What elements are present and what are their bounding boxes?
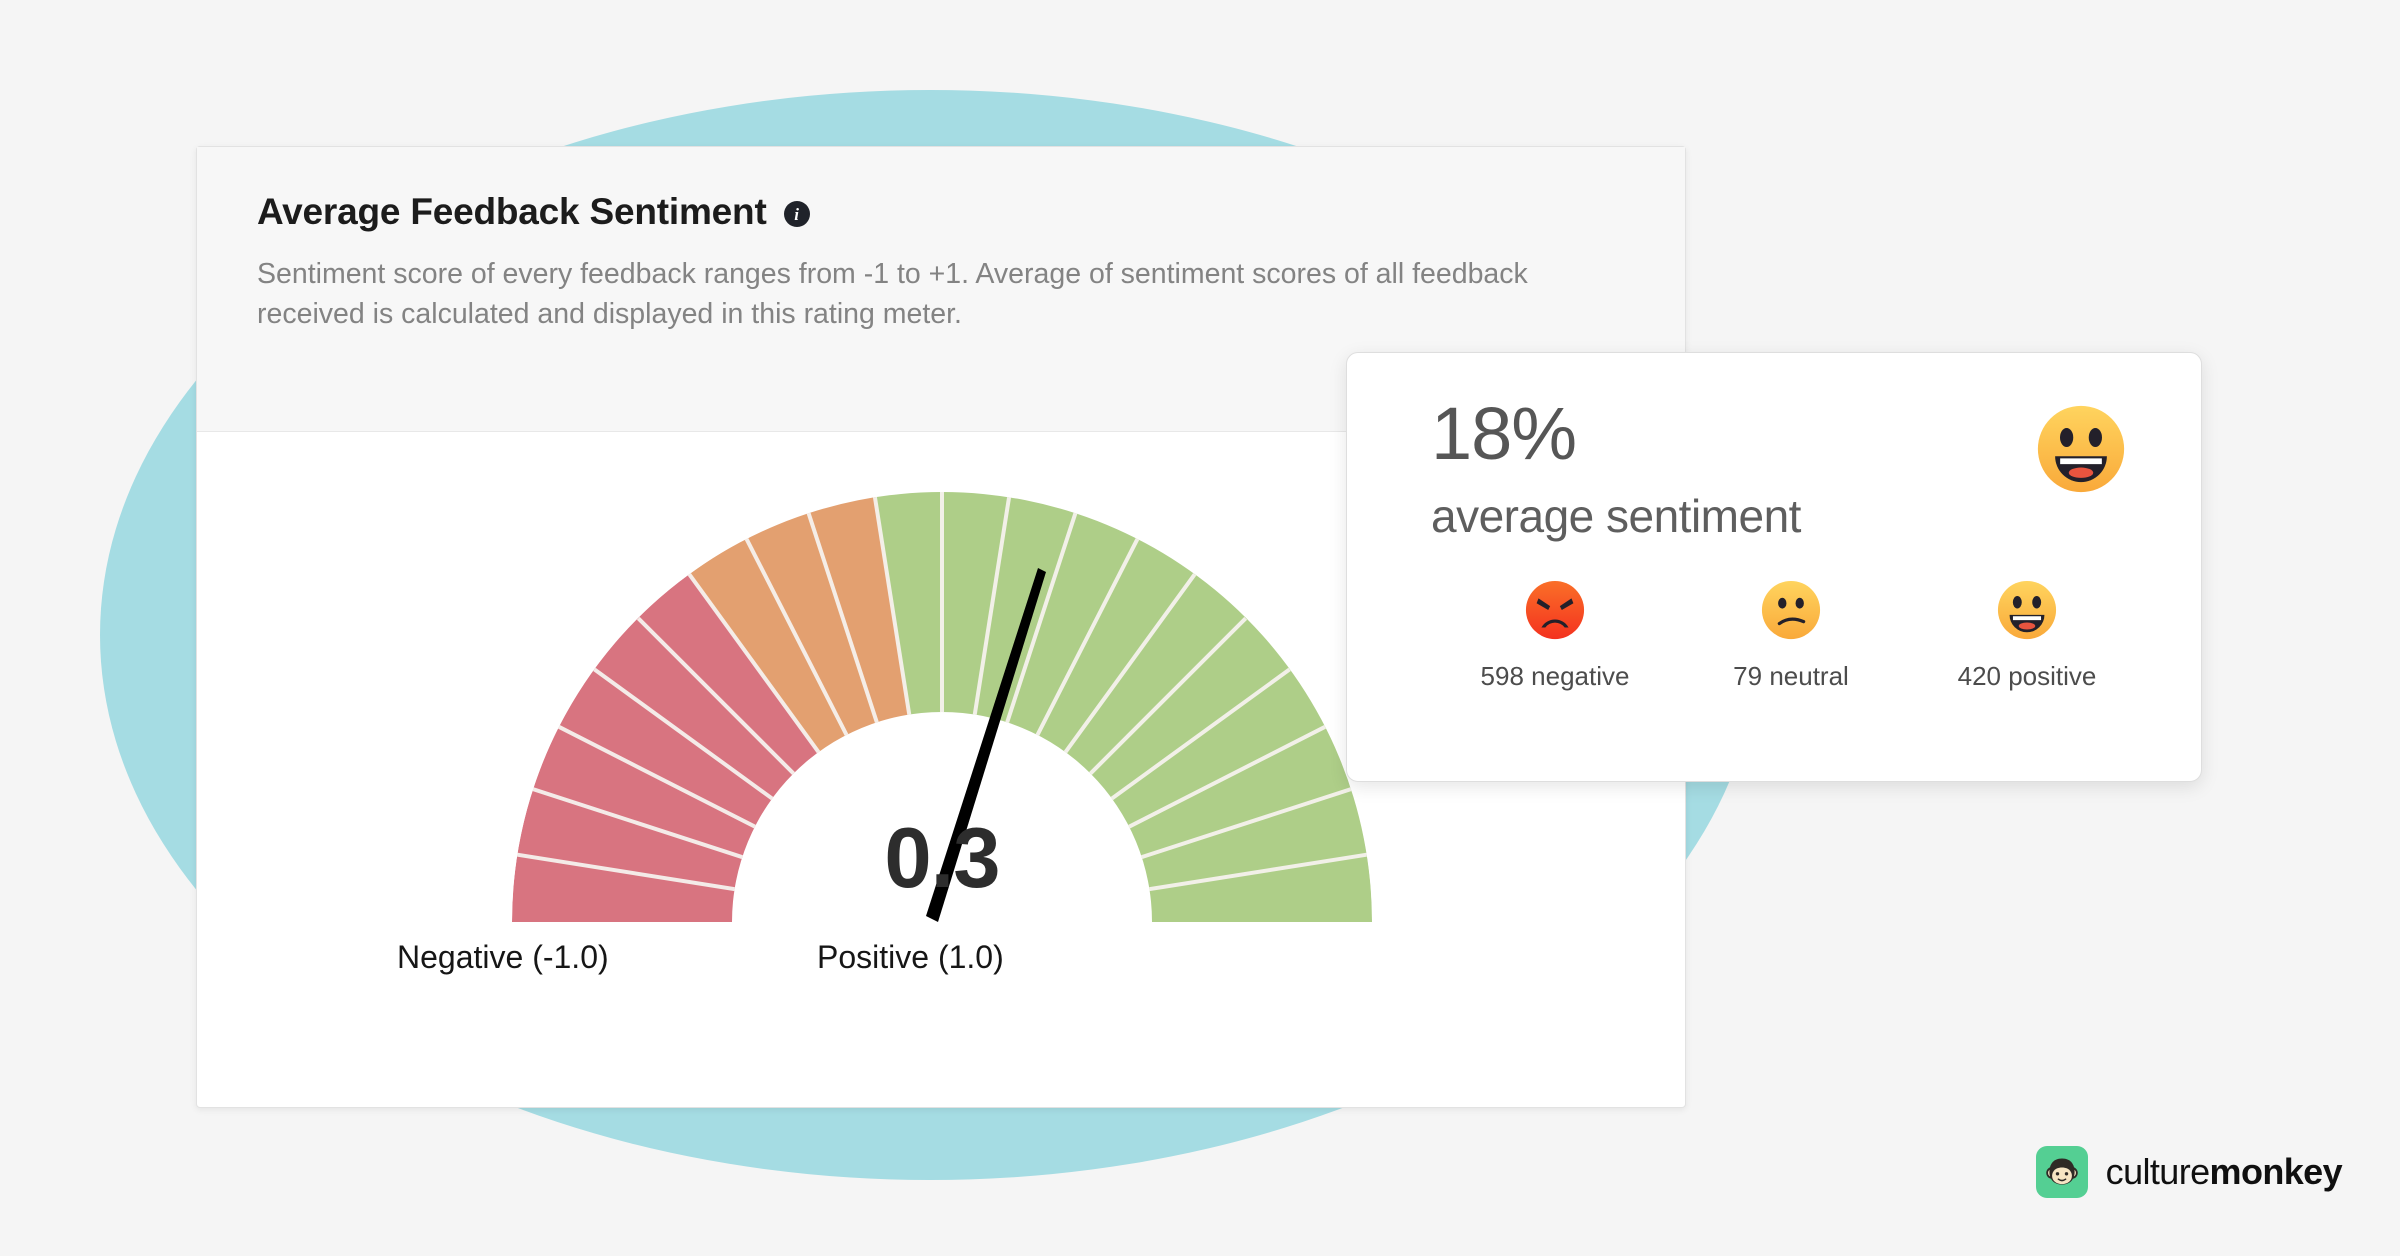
gauge-max-label: Positive (1.0) xyxy=(817,939,1004,975)
tooltip-top-row: 18% average sentiment xyxy=(1431,397,2145,543)
logo-wordmark: culturemonkey xyxy=(2105,1151,2343,1193)
tooltip-text-block: 18% average sentiment xyxy=(1431,397,1801,543)
card-description: Sentiment score of every feedback ranges… xyxy=(257,258,1528,330)
gauge-needle xyxy=(926,568,1046,922)
gauge-ticks xyxy=(516,492,1368,924)
info-icon[interactable]: i xyxy=(783,201,810,227)
logo-text-light: culture xyxy=(2105,1151,2210,1192)
culturemonkey-logo: culturemonkey xyxy=(2035,1146,2343,1198)
angry-face-emoji xyxy=(1525,580,1585,640)
stat-negative-label: 598 negative xyxy=(1480,661,1630,691)
frowning-face-emoji xyxy=(1761,580,1821,640)
sentiment-breakdown: 598 negative 79 neutral xyxy=(1431,579,2145,692)
gauge-svg xyxy=(512,490,1373,924)
stat-positive-label: 420 positive xyxy=(1957,661,2097,691)
gauge-band-negative xyxy=(512,574,942,922)
stat-positive[interactable]: 420 positive xyxy=(1909,579,2145,692)
stat-neutral[interactable]: 79 neutral xyxy=(1673,579,1909,692)
monkey-face-icon xyxy=(2035,1146,2088,1198)
page-title: Average Feedback Sentiment xyxy=(257,191,767,232)
gauge-chart: 0.3 Negative (-1.0) Positive (1.0) xyxy=(197,452,1687,1012)
gauge-band-neutral xyxy=(689,495,942,922)
average-sentiment-percent: 18% xyxy=(1431,392,1577,475)
sentiment-summary-tooltip: 18% average sentiment xyxy=(1346,352,2202,782)
grinning-face-emoji xyxy=(2037,405,2125,493)
gauge-value: 0.3 xyxy=(884,811,1000,906)
card-body: 0.3 Negative (-1.0) Positive (1.0) xyxy=(197,432,1685,1108)
card-title-row: Average Feedback Sentiment i xyxy=(257,191,1625,233)
grinning-face-emoji xyxy=(1997,580,2057,640)
logo-text-bold: monkey xyxy=(2209,1151,2343,1192)
stat-negative[interactable]: 598 negative xyxy=(1437,579,1673,692)
average-sentiment-caption: average sentiment xyxy=(1431,490,1801,542)
stat-neutral-label: 79 neutral xyxy=(1733,661,1849,691)
gauge-min-label: Negative (-1.0) xyxy=(397,939,609,975)
